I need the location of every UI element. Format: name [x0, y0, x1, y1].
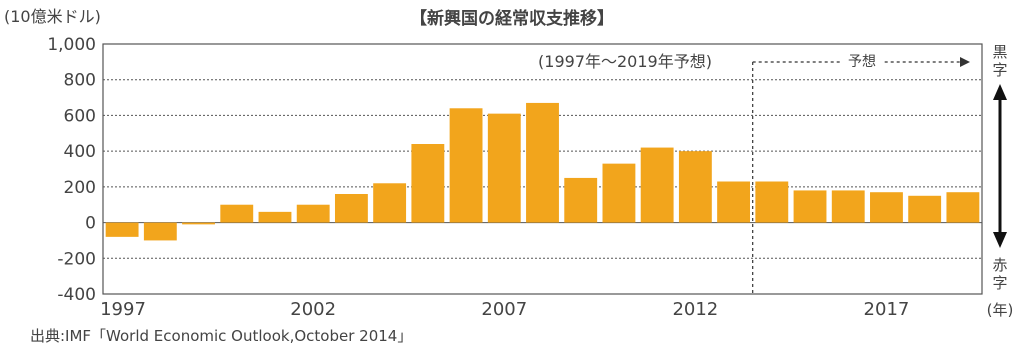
- bar-2019: [946, 192, 980, 223]
- bar-2013: [717, 181, 751, 223]
- bar-1997: [105, 222, 139, 237]
- deficit-arrow-icon: [993, 232, 1007, 248]
- y-tick-label: 800: [64, 71, 96, 91]
- bar-2001: [258, 211, 292, 223]
- bar-2011: [640, 147, 674, 223]
- bar-2016: [831, 190, 865, 223]
- bar-2003: [334, 194, 368, 223]
- bar-2010: [602, 163, 636, 223]
- bar-1998: [143, 222, 177, 241]
- y-tick-label: 400: [64, 142, 96, 162]
- year-unit-label: (年): [987, 301, 1014, 319]
- deficit-label-1: 赤: [992, 256, 1007, 274]
- bar-1999: [182, 222, 215, 225]
- bar-2009: [564, 177, 598, 223]
- y-tick-label: 0: [85, 214, 96, 234]
- bar-2004: [373, 183, 407, 223]
- forecast-label: 予想: [848, 54, 876, 70]
- x-tick-label: 2002: [290, 299, 336, 320]
- y-tick-label: -400: [57, 285, 96, 305]
- source-note: 出典:IMF「World Economic Outlook,October 20…: [30, 327, 412, 345]
- bar-2015: [793, 190, 827, 223]
- x-tick-label: 2017: [864, 299, 910, 320]
- y-tick-label: 1,000: [47, 35, 96, 55]
- bar-2014: [755, 181, 789, 223]
- y-tick-label: 600: [64, 106, 96, 126]
- y-tick-label: -200: [57, 249, 96, 269]
- x-tick-label: 1997: [100, 299, 146, 320]
- forecast-arrow-head: [960, 57, 970, 67]
- x-tick-label: 2012: [672, 299, 718, 320]
- surplus-label-1: 黒: [992, 43, 1007, 61]
- bar-2008: [526, 102, 559, 223]
- forecast-label-bg: [840, 52, 884, 70]
- period-note: (1997年〜2019年予想): [538, 52, 712, 71]
- bar-2002: [296, 204, 330, 223]
- bar-2017: [870, 192, 903, 223]
- surplus-arrow-icon: [993, 84, 1007, 100]
- deficit-label-2: 字: [992, 274, 1007, 292]
- bar-2012: [678, 151, 712, 223]
- x-tick-label: 2007: [481, 299, 527, 320]
- unit-label: (10億米ドル): [4, 7, 101, 26]
- chart-title: 【新興国の経常収支推移】: [410, 8, 614, 29]
- bar-2005: [411, 144, 445, 223]
- y-tick-label: 200: [64, 178, 96, 198]
- bar-2018: [908, 195, 942, 223]
- bar-2000: [220, 204, 254, 223]
- bar-2006: [449, 108, 483, 223]
- bar-2007: [487, 113, 521, 223]
- surplus-label-2: 字: [992, 61, 1007, 79]
